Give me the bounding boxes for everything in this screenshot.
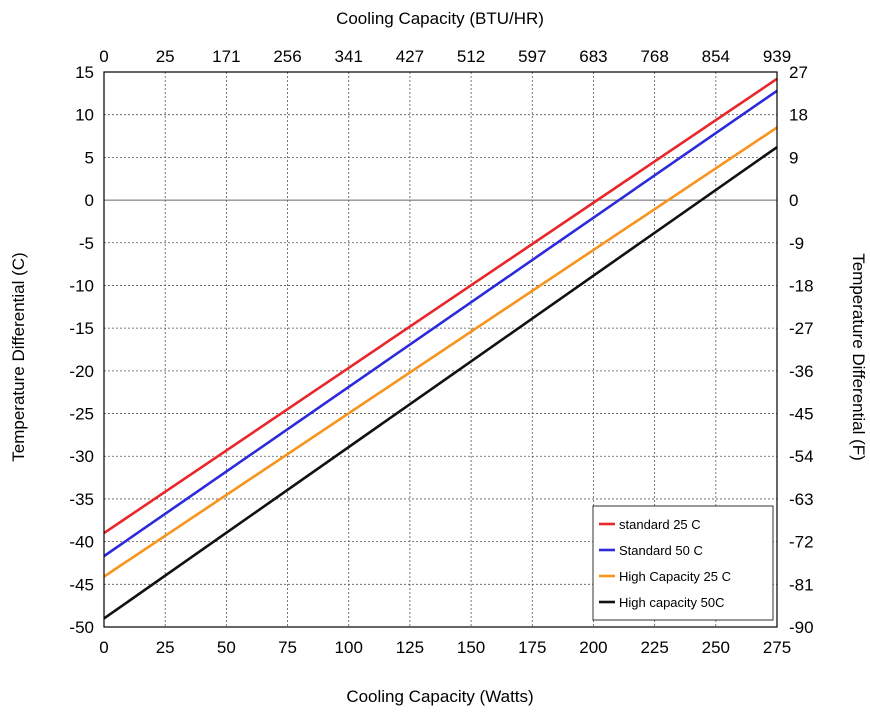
bottom-x-tick-label: 25	[156, 638, 175, 657]
left-y-tick-label: -15	[69, 319, 94, 338]
left-y-tick-label: 0	[85, 191, 94, 210]
top-x-tick-label: 683	[579, 47, 607, 66]
right-y-tick-label: -36	[789, 362, 814, 381]
bottom-x-tick-label: 250	[702, 638, 730, 657]
right-y-tick-label: -18	[789, 276, 814, 295]
top-x-tick-label: 256	[273, 47, 301, 66]
top-x-tick-label: 427	[396, 47, 424, 66]
left-y-tick-label: -50	[69, 618, 94, 637]
series-line-1	[103, 77, 778, 535]
bottom-x-tick-label: 175	[518, 638, 546, 657]
legend-label-4: High capacity 50C	[619, 595, 725, 610]
right-y-tick-label: -81	[789, 575, 814, 594]
right-y-tick-label: -27	[789, 319, 814, 338]
right-y-tick-label: 18	[789, 106, 808, 125]
left-y-tick-label: -5	[79, 234, 94, 253]
right-y-tick-label: 27	[789, 63, 808, 82]
plot-frame	[103, 71, 778, 628]
right-y-tick-label: -9	[789, 234, 804, 253]
right-y-tick-label: -72	[789, 533, 814, 552]
left-y-tick-label: -35	[69, 490, 94, 509]
series-line-2	[103, 89, 778, 558]
right-y-tick-label: -54	[789, 447, 814, 466]
top-x-tick-label: 0	[99, 47, 108, 66]
top-x-tick-label: 939	[763, 47, 791, 66]
right-y-tick-label: 0	[789, 191, 798, 210]
bottom-x-tick-label: 50	[217, 638, 236, 657]
top-x-tick-label: 171	[212, 47, 240, 66]
bottom-x-tick-label: 0	[99, 638, 108, 657]
legend: standard 25 C Standard 50 C High Capacity …	[592, 505, 774, 621]
bottom-x-tick-label: 125	[396, 638, 424, 657]
legend-box	[592, 505, 774, 621]
series-line-4	[103, 146, 778, 620]
top-x-tick-label: 768	[640, 47, 668, 66]
right-y-tick-label: -45	[789, 405, 814, 424]
legend-label-1: standard 25 C	[619, 517, 701, 532]
left-y-tick-label: 15	[75, 63, 94, 82]
left-y-tick-label: -40	[69, 533, 94, 552]
left-y-tick-label: -20	[69, 362, 94, 381]
right-y-tick-label: -90	[789, 618, 814, 637]
series-layer	[103, 77, 778, 620]
left-y-tick-label: -25	[69, 405, 94, 424]
left-y-tick-label: -30	[69, 447, 94, 466]
bottom-x-tick-label: 275	[763, 638, 791, 657]
legend-label-3: High Capacity 25 C	[619, 569, 731, 584]
top-x-tick-label: 25	[156, 47, 175, 66]
top-x-tick-label: 597	[518, 47, 546, 66]
bottom-x-tick-label: 200	[579, 638, 607, 657]
top-x-axis-title: Cooling Capacity (BTU/HR)	[336, 9, 544, 28]
left-y-axis-title: Temperature Differential (C)	[9, 252, 28, 461]
bottom-x-tick-label: 225	[640, 638, 668, 657]
left-y-tick-label: 10	[75, 106, 94, 125]
bottom-x-tick-label: 100	[335, 638, 363, 657]
top-x-tick-label: 854	[702, 47, 730, 66]
right-y-axis-title: Temperature Differential (F)	[849, 253, 868, 461]
right-y-tick-label: -63	[789, 490, 814, 509]
bottom-x-tick-label: 150	[457, 638, 485, 657]
bottom-x-tick-label: 75	[278, 638, 297, 657]
left-y-tick-label: -45	[69, 575, 94, 594]
ticks-layer: 0025255017175256100341125427150512175597…	[69, 47, 813, 657]
bottom-x-axis-title: Cooling Capacity (Watts)	[346, 687, 533, 706]
left-y-tick-label: -10	[69, 276, 94, 295]
top-x-tick-label: 341	[335, 47, 363, 66]
top-x-tick-label: 512	[457, 47, 485, 66]
legend-label-2: Standard 50 C	[619, 543, 703, 558]
series-line-3	[103, 126, 778, 578]
left-y-tick-label: 5	[85, 148, 94, 167]
right-y-tick-label: 9	[789, 148, 798, 167]
